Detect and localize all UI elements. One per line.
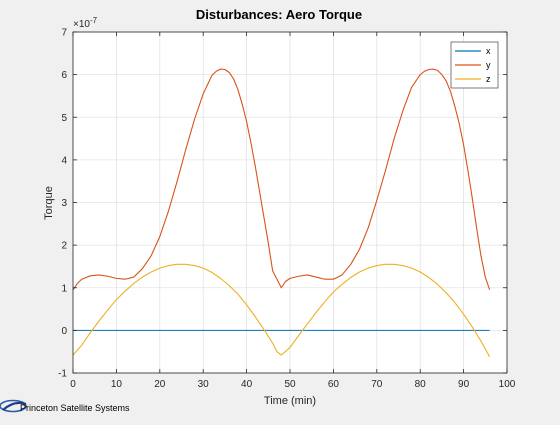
x-tick-label: 30 [198,379,210,390]
y-multiplier: ×10 [73,19,90,30]
legend-label-x: x [486,46,491,56]
legend-label-z: z [486,74,491,84]
swoosh-logo-icon [2,401,27,411]
x-tick-label: 90 [458,379,470,390]
y-tick-label: 2 [61,241,67,252]
company-logo [0,399,27,413]
series-line-y [72,68,491,291]
y-exponent-label: ×10-7 [73,16,98,30]
y-tick-label: 1 [61,283,67,294]
legend[interactable]: xyz [450,41,499,89]
x-tick-label: 80 [415,379,427,390]
company-name: Princeton Satellite Systems [20,403,130,413]
y-tick-label: 0 [61,326,67,337]
x-tick-label: 40 [241,379,253,390]
x-tick-label: 70 [371,379,383,390]
x-tick-label: 10 [111,379,123,390]
legend-label-y: y [486,60,491,70]
y-tick-label: 5 [61,113,67,124]
x-tick-label: 50 [284,379,296,390]
y-tick-label: 6 [61,70,67,81]
y-tick-label: 3 [61,198,67,209]
y-axis-label: Torque [43,186,55,220]
x-tick-label: 0 [70,379,76,390]
x-tick-label: 100 [499,379,516,390]
orbit-logo-icon [0,399,27,413]
y-exponent: -7 [90,16,98,25]
svg-text:×10-7: ×10-7 [73,16,98,30]
y-tick-label: -1 [58,369,67,380]
x-tick-label: 20 [154,379,166,390]
series-layer [72,68,491,358]
series-line-z [72,263,491,358]
x-axis-label: Time (min) [264,395,316,407]
y-tick-label: 7 [61,28,67,39]
x-tick-label: 60 [328,379,340,390]
chart-title: Disturbances: Aero Torque [196,7,362,22]
y-tick-label: 4 [61,155,67,166]
